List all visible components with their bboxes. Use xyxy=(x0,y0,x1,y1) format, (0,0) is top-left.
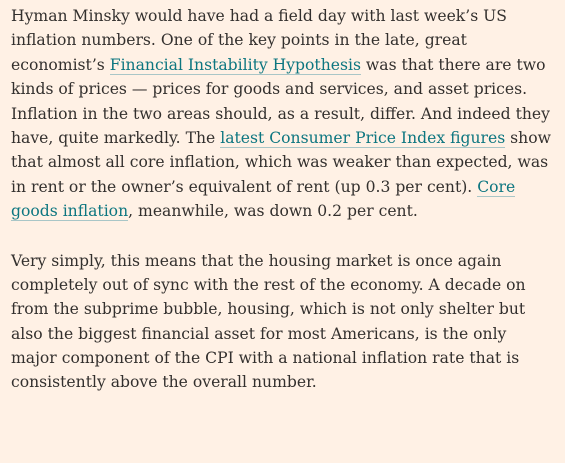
text-line: kinds of prices — prices for goods and s… xyxy=(11,80,528,99)
text-line: also the biggest financial asset for mos… xyxy=(11,324,507,343)
text-segment: have, quite markedly. The xyxy=(11,128,221,147)
text-line: completely out of sync with the rest of … xyxy=(11,275,526,294)
text-segment: economist’s xyxy=(11,55,110,74)
text-line: that almost all core inflation, which wa… xyxy=(11,153,549,172)
text-segment: was that there are two xyxy=(360,55,546,74)
paragraph-gap xyxy=(11,224,563,249)
text-line: Very simply, this means that the housing… xyxy=(11,251,502,270)
core-goods-inflation-link-continued[interactable]: goods inflation xyxy=(11,202,129,222)
text-line: from the subprime bubble, housing, which… xyxy=(11,300,526,319)
text-segment: in rent or the owner’s equivalent of ren… xyxy=(11,177,478,196)
text-line: Hyman Minsky would have had a field day … xyxy=(11,7,507,25)
text-line: in rent or the owner’s equivalent of ren… xyxy=(11,175,563,199)
text-line: consistently above the overall number. xyxy=(11,373,317,392)
cpi-figures-link[interactable]: latest Consumer Price Index figures xyxy=(220,128,506,148)
financial-instability-hypothesis-link[interactable]: Financial Instability Hypothesis xyxy=(109,55,361,75)
text-line: economist’s Financial Instability Hypoth… xyxy=(11,53,563,77)
paragraph-2: Very simply, this means that the housing… xyxy=(11,249,563,395)
article-body: Hyman Minsky would have had a field day … xyxy=(11,4,563,395)
text-segment: show xyxy=(505,128,551,147)
text-line: inflation numbers. One of the key points… xyxy=(11,31,467,50)
text-line: goods inflation, meanwhile, was down 0.2… xyxy=(11,199,563,223)
text-line: Inflation in the two areas should, as a … xyxy=(11,104,550,123)
core-goods-inflation-link[interactable]: Core xyxy=(477,177,516,197)
text-line: major component of the CPI with a nation… xyxy=(11,349,520,368)
paragraph-1: Hyman Minsky would have had a field day … xyxy=(11,4,563,224)
text-segment: , meanwhile, was down 0.2 per cent. xyxy=(128,202,418,221)
text-line: have, quite markedly. The latest Consume… xyxy=(11,126,563,150)
